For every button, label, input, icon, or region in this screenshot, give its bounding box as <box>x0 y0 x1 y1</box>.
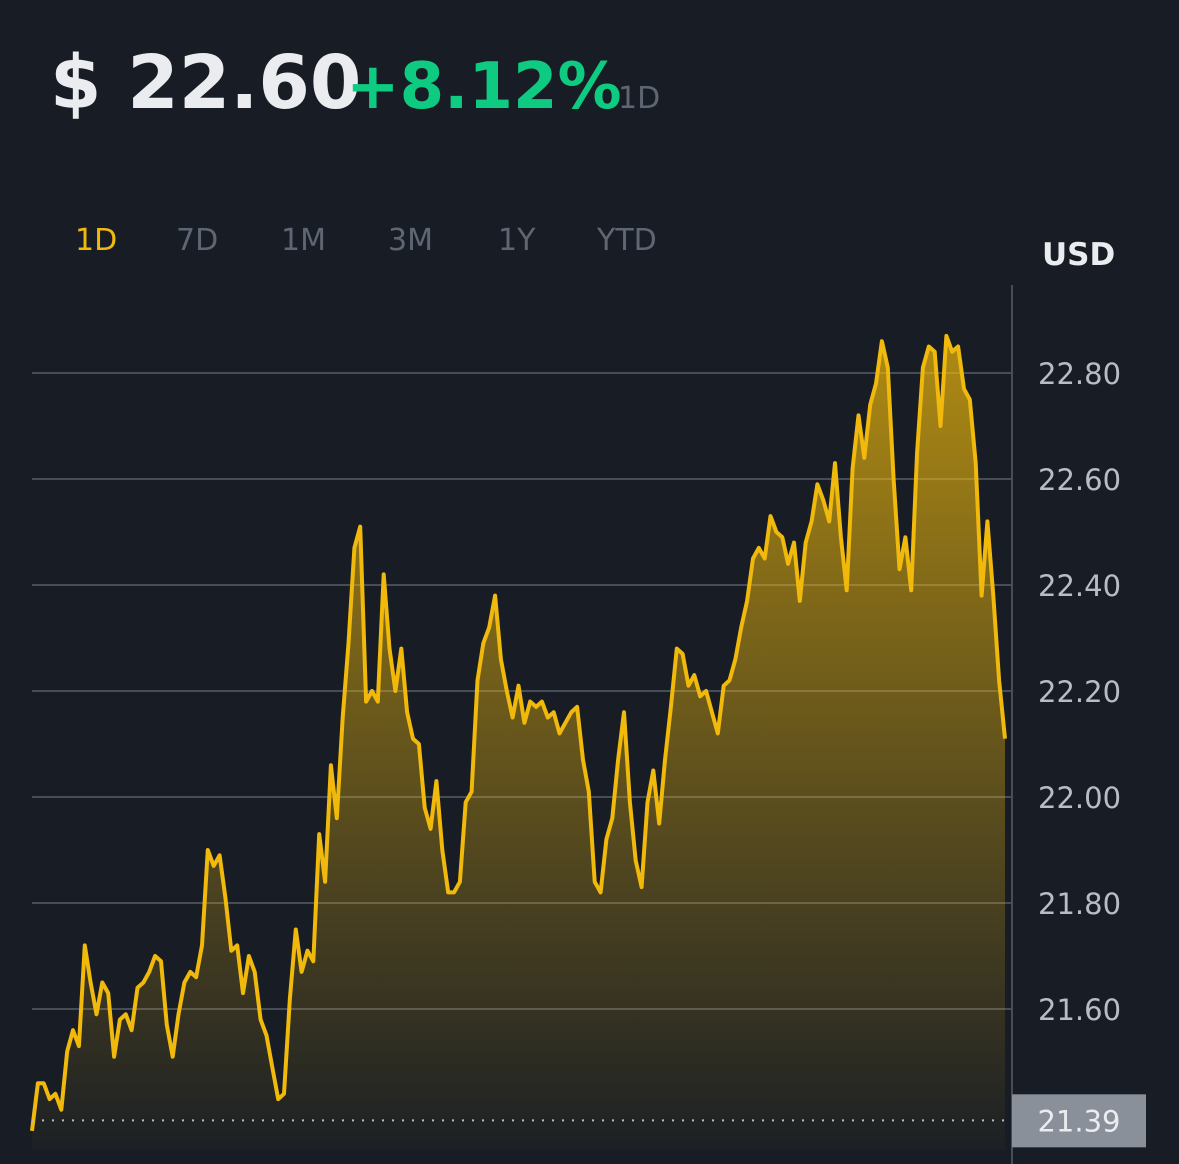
reference-label: 21.39 <box>1037 1104 1120 1138</box>
y-tick-label: 22.60 <box>1038 463 1121 497</box>
y-tick-label: 22.00 <box>1038 781 1121 815</box>
time-tab[interactable]: 3M <box>388 223 433 258</box>
reference-label-box <box>1012 1094 1146 1148</box>
y-tick-label: 22.20 <box>1038 675 1121 709</box>
time-tab[interactable]: 1D <box>75 223 117 258</box>
currency-label: USD <box>1042 237 1115 273</box>
time-tab[interactable]: 1M <box>281 223 326 258</box>
tabs: 1D 7D 1M 3M 1Y YTD <box>75 223 657 258</box>
y-tick-label: 21.80 <box>1038 887 1121 921</box>
y-tick-label: 22.40 <box>1038 569 1121 603</box>
y-tick-label: 22.80 <box>1038 357 1121 391</box>
time-tab[interactable]: 1Y <box>498 223 536 258</box>
area <box>32 335 1005 1150</box>
price-change: +8.12% <box>346 50 622 124</box>
time-tab[interactable]: 7D <box>176 223 218 258</box>
time-tab[interactable]: YTD <box>596 223 657 258</box>
price-line <box>30 333 1007 1132</box>
y-tick-label: 21.60 <box>1038 993 1121 1027</box>
period: 1D <box>618 81 660 116</box>
price: $ 22.60 <box>50 40 361 126</box>
plot: 21.60 21.80 22.00 22.20 22.40 22.60 22.80 21.39 <box>30 333 1146 1150</box>
